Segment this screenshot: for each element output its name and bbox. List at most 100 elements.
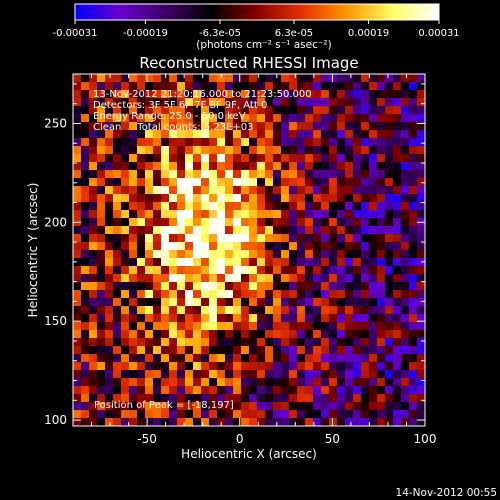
heatmap-cell (417, 362, 425, 371)
heatmap-cell (121, 282, 130, 291)
heatmap-cell (313, 114, 322, 123)
heatmap-cell (233, 386, 242, 395)
heatmap-cell (185, 146, 194, 155)
heatmap-cell (361, 322, 370, 331)
heatmap-cell (137, 306, 146, 315)
heatmap-cell (153, 98, 162, 107)
heatmap-cell (225, 226, 234, 235)
heatmap-cell (153, 250, 162, 259)
heatmap-cell (129, 202, 138, 211)
heatmap-cell (105, 354, 114, 363)
heatmap-cell (321, 306, 330, 315)
heatmap-cell (201, 114, 210, 123)
heatmap-cell (393, 418, 402, 426)
heatmap-cell (297, 394, 306, 403)
heatmap-cell (313, 162, 322, 171)
heatmap-cell (337, 258, 346, 267)
heatmap-cell (193, 210, 202, 219)
heatmap-cell (161, 234, 170, 243)
heatmap-cell (345, 370, 354, 379)
heatmap-cell (105, 242, 114, 251)
heatmap-cell (81, 282, 90, 291)
heatmap-cell (305, 90, 314, 99)
heatmap-cell (73, 330, 82, 339)
heatmap-cell (401, 314, 410, 323)
heatmap-cell (249, 98, 258, 107)
heatmap-cell (105, 410, 114, 419)
heatmap-cell (329, 98, 338, 107)
heatmap-cell (145, 242, 154, 251)
heatmap-cell (409, 386, 418, 395)
heatmap-cell (81, 218, 90, 227)
heatmap-cell (209, 386, 218, 395)
heatmap-cell (161, 202, 170, 211)
heatmap-cell (225, 170, 234, 179)
heatmap-cell (105, 82, 114, 91)
heatmap-cell (145, 258, 154, 267)
heatmap-cell (249, 386, 258, 395)
heatmap-cell (241, 234, 250, 243)
heatmap-cell (265, 298, 274, 307)
heatmap-cell (297, 362, 306, 371)
heatmap-cell (153, 362, 162, 371)
heatmap-cell (409, 266, 418, 275)
heatmap-cell (313, 242, 322, 251)
heatmap-cell (281, 226, 290, 235)
heatmap-cell (225, 98, 234, 107)
heatmap-cell (273, 346, 282, 355)
heatmap-cell (217, 226, 226, 235)
heatmap-cell (137, 234, 146, 243)
x-tick-label: 0 (236, 432, 244, 446)
heatmap-cell (249, 202, 258, 211)
heatmap-cell (233, 162, 242, 171)
heatmap-cell (225, 250, 234, 259)
heatmap-cell (409, 194, 418, 203)
heatmap-cell (289, 154, 298, 163)
heatmap-cell (129, 386, 138, 395)
heatmap-cell (393, 290, 402, 299)
heatmap-cell (369, 242, 378, 251)
heatmap-cell (401, 346, 410, 355)
heatmap-cell (385, 298, 394, 307)
heatmap-cell (89, 386, 98, 395)
heatmap-cell (177, 178, 186, 187)
colorbar-unit-label: (photons cm⁻² s⁻¹ asec⁻²) (196, 39, 331, 51)
heatmap-cell (289, 218, 298, 227)
heatmap-cell (369, 202, 378, 211)
footer-date: 14-Nov-2012 00:55 (396, 487, 497, 499)
heatmap-cell (337, 154, 346, 163)
heatmap-cell (193, 274, 202, 283)
heatmap-cell (73, 394, 82, 403)
heatmap-cell (97, 282, 106, 291)
heatmap-cell (177, 250, 186, 259)
heatmap-cell (385, 106, 394, 115)
heatmap-cell (145, 386, 154, 395)
heatmap-cell (129, 298, 138, 307)
heatmap-cell (217, 282, 226, 291)
heatmap-cell (329, 218, 338, 227)
heatmap-cell (201, 370, 210, 379)
heatmap-cell (273, 338, 282, 347)
heatmap-cell (121, 178, 130, 187)
heatmap-cell (169, 194, 178, 203)
heatmap-cell (193, 290, 202, 299)
heatmap-cell (113, 266, 122, 275)
heatmap-cell (129, 322, 138, 331)
heatmap-cell (105, 90, 114, 99)
heatmap-cell (169, 138, 178, 147)
heatmap-cell (113, 226, 122, 235)
heatmap-cell (369, 346, 378, 355)
heatmap-cell (129, 354, 138, 363)
heatmap-cell (377, 250, 386, 259)
heatmap-cell (249, 226, 258, 235)
heatmap-cell (145, 234, 154, 243)
heatmap-cell (329, 234, 338, 243)
heatmap-cell (169, 74, 178, 83)
heatmap-cell (409, 410, 418, 419)
heatmap-cell (273, 250, 282, 259)
heatmap-cell (289, 282, 298, 291)
heatmap-cell (201, 162, 210, 171)
heatmap-cell (337, 170, 346, 179)
heatmap-cell (113, 138, 122, 147)
